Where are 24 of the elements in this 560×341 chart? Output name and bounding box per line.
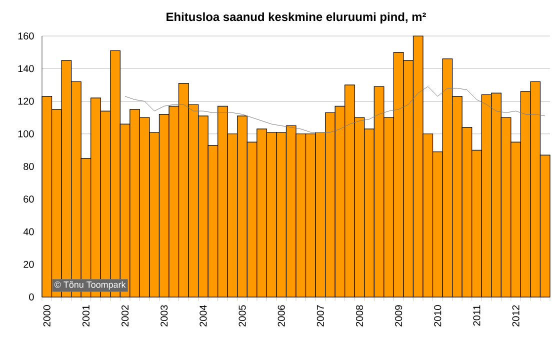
x-tick-label: 2006 bbox=[278, 305, 285, 326]
x-tick-label: 2009 bbox=[395, 305, 402, 326]
y-tick-label: 20 bbox=[24, 260, 34, 268]
x-tick-label: 2000 bbox=[43, 305, 50, 326]
y-tick-label: 40 bbox=[23, 228, 34, 236]
y-tick-label: 0 bbox=[29, 293, 34, 301]
x-tick-label: 2010 bbox=[434, 305, 442, 326]
y-tick-label: 140 bbox=[18, 65, 34, 72]
x-tick-label: 2005 bbox=[238, 305, 246, 326]
x-tick-label: 2007 bbox=[316, 305, 324, 326]
annotation: © Tõnu Toompark bbox=[54, 281, 126, 290]
x-tick-label: 2002 bbox=[122, 305, 129, 326]
x-tick-label: 2011 bbox=[473, 305, 480, 326]
y-tick-label: 60 bbox=[24, 196, 34, 203]
y-tick-label: 160 bbox=[18, 32, 34, 40]
x-tick-label: 2012 bbox=[512, 305, 520, 326]
chart-title: Ehitusloa saanud keskmine eluruumi pind, m² bbox=[166, 12, 426, 24]
y-tick-label: 80 bbox=[24, 162, 34, 170]
x-tick-label: 2003 bbox=[160, 305, 168, 326]
x-tick-label: 2008 bbox=[356, 305, 364, 326]
y-tick-label: 100 bbox=[18, 130, 34, 138]
x-tick-label: 2001 bbox=[82, 305, 90, 326]
y-tick-label: 120 bbox=[18, 98, 34, 105]
x-tick-label: 2004 bbox=[200, 305, 207, 326]
